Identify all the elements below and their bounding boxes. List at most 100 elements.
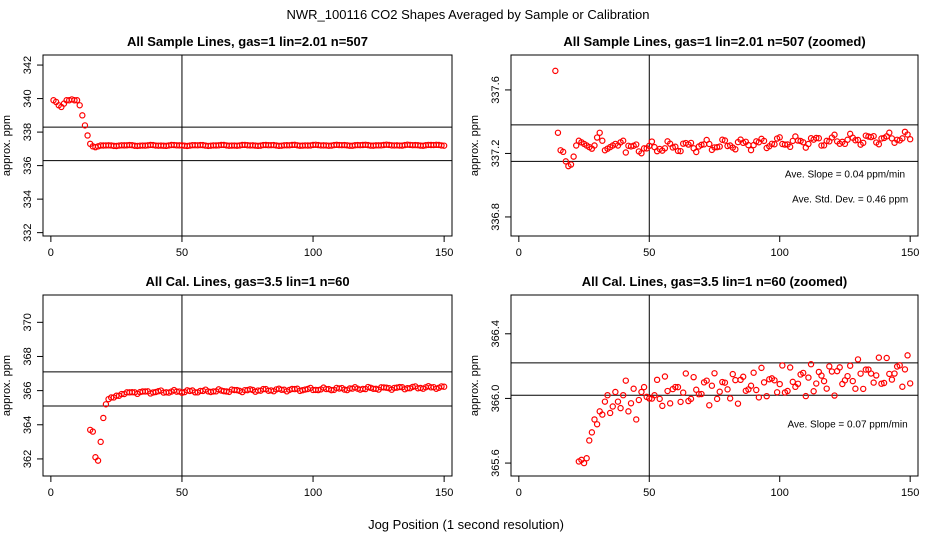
- data-point: [653, 376, 661, 384]
- data-point: [844, 136, 851, 143]
- figure-title: NWR_100116 CO2 Shapes Averaged by Sample…: [286, 7, 649, 22]
- y-tick-label: 366.0: [490, 385, 502, 413]
- data-point: [440, 383, 448, 390]
- x-tick-label: 100: [304, 487, 322, 499]
- data-point: [693, 386, 700, 393]
- data-point: [776, 134, 783, 141]
- data-point: [713, 143, 721, 151]
- annotation-unit: ppm: [886, 195, 908, 206]
- data-point: [573, 142, 580, 149]
- x-tick-label: 0: [48, 247, 54, 259]
- data-point: [857, 370, 864, 377]
- data-point: [846, 362, 854, 369]
- x-tick-label: 0: [516, 487, 522, 499]
- data-point: [593, 134, 601, 141]
- data-point: [601, 398, 609, 405]
- x-tick-label: 150: [435, 247, 453, 259]
- data-point: [638, 388, 645, 396]
- data-point: [638, 150, 645, 157]
- data-point: [698, 141, 705, 149]
- data-point: [633, 141, 640, 148]
- data-point: [666, 400, 674, 407]
- data-point: [706, 140, 713, 148]
- panel-title: All Sample Lines, gas=1 lin=2.01 n=507: [127, 34, 368, 49]
- data-point: [583, 455, 590, 462]
- y-tick-label: 337.6: [490, 76, 502, 104]
- data-point: [886, 370, 893, 378]
- data-point: [719, 378, 726, 386]
- data-point: [604, 391, 611, 399]
- data-point: [593, 421, 601, 428]
- data-point: [651, 392, 658, 399]
- data-point: [674, 383, 682, 391]
- data-point: [635, 396, 643, 404]
- data-point: [794, 380, 802, 388]
- series-1: [86, 382, 448, 464]
- y-axis-label: approx. ppm: [469, 355, 481, 416]
- data-point: [805, 140, 812, 148]
- data-point: [580, 459, 588, 467]
- data-point: [84, 132, 91, 139]
- data-point: [807, 361, 815, 368]
- annotation-value: 0.04: [842, 169, 865, 180]
- data-point: [750, 369, 757, 376]
- data-point: [852, 385, 859, 392]
- x-tick-label: 150: [901, 487, 919, 499]
- data-point: [831, 131, 838, 138]
- data-point: [721, 379, 729, 386]
- data-point: [818, 372, 825, 379]
- y-tick-label: 370: [22, 313, 34, 331]
- data-point: [836, 364, 843, 371]
- data-point: [786, 143, 794, 151]
- data-point: [698, 390, 705, 398]
- data-point: [716, 143, 723, 150]
- panel-4: All Cal. Lines, gas=3.5 lin=1 n=60 (zoom…: [469, 274, 919, 499]
- data-point: [849, 377, 856, 385]
- data-point: [246, 386, 254, 393]
- data-point: [142, 388, 149, 395]
- panel-title: All Cal. Lines, gas=3.5 lin=1 n=60: [145, 274, 349, 289]
- data-point: [438, 142, 445, 149]
- x-tick-label: 0: [516, 247, 522, 259]
- data-point: [805, 374, 812, 381]
- data-point: [760, 137, 768, 145]
- data-point: [622, 149, 629, 156]
- data-point: [802, 392, 810, 400]
- data-point: [831, 392, 838, 399]
- annotation: Ave. Slope = 0.07 ppm/min: [787, 420, 907, 431]
- data-point: [758, 364, 765, 372]
- data-point: [823, 137, 830, 145]
- data-point: [768, 140, 776, 148]
- data-point: [71, 97, 78, 104]
- annotation-label: Ave. Slope =: [785, 169, 842, 180]
- panel-title: All Sample Lines, gas=1 lin=2.01 n=507 (…: [563, 34, 865, 49]
- data-point: [899, 383, 906, 390]
- data-point: [906, 380, 914, 387]
- data-point: [820, 142, 828, 149]
- data-point: [677, 147, 684, 155]
- data-point: [779, 362, 786, 369]
- y-tick-label: 362: [22, 450, 34, 468]
- data-point: [860, 385, 867, 393]
- data-point: [328, 386, 335, 394]
- data-point: [682, 370, 690, 377]
- data-point: [102, 401, 110, 408]
- data-point: [818, 142, 825, 149]
- data-point: [726, 395, 734, 402]
- data-point: [679, 389, 687, 396]
- data-point: [901, 366, 909, 373]
- data-point: [659, 402, 666, 410]
- data-point: [559, 148, 567, 156]
- data-point: [880, 379, 888, 387]
- x-tick-label: 150: [435, 487, 453, 499]
- data-point: [771, 377, 778, 384]
- data-point: [904, 131, 911, 138]
- panel-1: All Sample Lines, gas=1 lin=2.01 n=507 0 5…: [1, 34, 453, 259]
- y-axis-label: approx. ppm: [469, 115, 481, 176]
- series-1: [575, 352, 914, 467]
- data-point: [854, 136, 862, 144]
- plot-frame: [510, 54, 919, 237]
- data-point: [719, 136, 726, 143]
- y-tick-label: 336: [22, 156, 34, 174]
- data-point: [554, 129, 562, 136]
